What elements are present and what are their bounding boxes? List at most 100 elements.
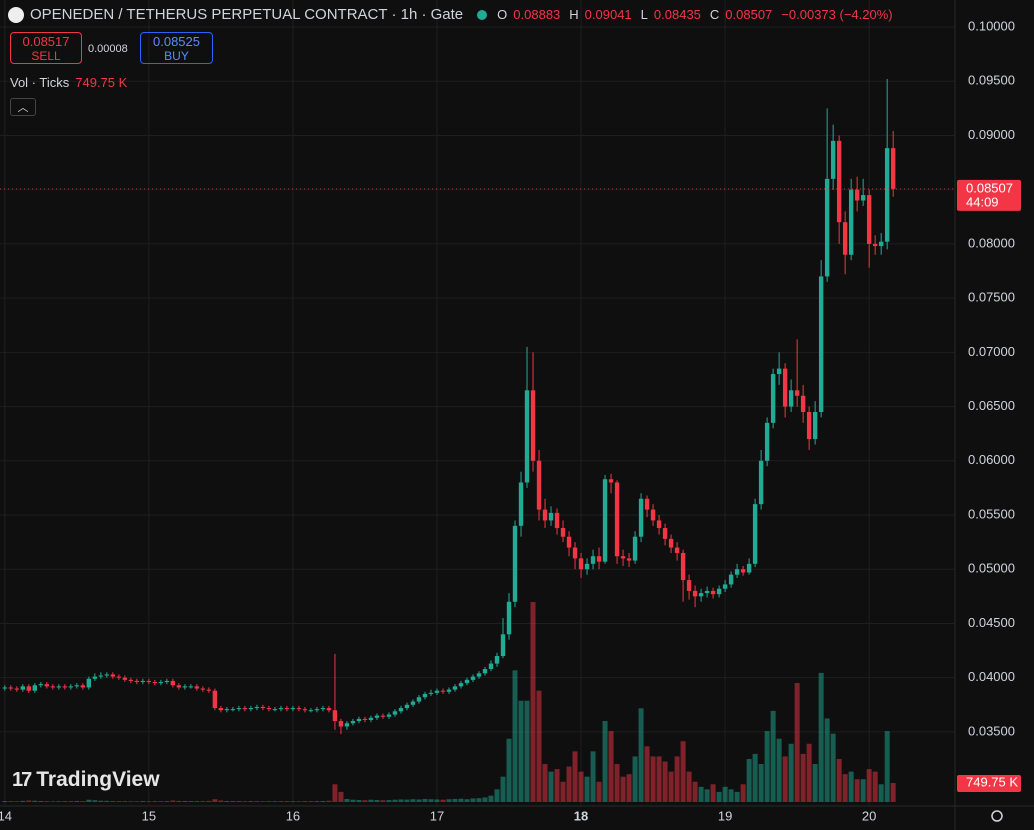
- candle-body: [44, 684, 50, 687]
- x-tick-label: 17: [430, 808, 444, 823]
- watermark-text: TradingView: [36, 768, 160, 791]
- candle-body: [362, 718, 368, 720]
- candle-body: [284, 708, 290, 710]
- volume-bar: [20, 800, 26, 802]
- watermark: 17 TradingView: [12, 768, 160, 792]
- sell-price: 0.08517: [22, 34, 70, 49]
- volume-bar: [128, 801, 134, 802]
- candle-body: [452, 686, 458, 690]
- volume-bar: [650, 756, 656, 802]
- buy-button[interactable]: 0.08525 BUY: [140, 32, 213, 64]
- candle-body: [836, 140, 842, 223]
- candle-body: [752, 504, 758, 564]
- volume-bar: [578, 771, 584, 802]
- volume-bar: [428, 799, 434, 802]
- candle-body: [614, 482, 620, 557]
- candle-body: [122, 677, 128, 680]
- volume-bar: [602, 720, 608, 802]
- candle-body: [680, 552, 686, 581]
- candle-body: [788, 390, 794, 407]
- candle-body: [818, 276, 824, 412]
- volume-bar: [326, 800, 332, 802]
- candle-body: [548, 512, 554, 521]
- candle-body: [266, 708, 272, 710]
- candle-body: [770, 374, 776, 423]
- volume-bar: [890, 783, 896, 802]
- candle-body: [776, 368, 782, 375]
- volume-bar: [104, 800, 110, 802]
- volume-bar: [332, 784, 338, 802]
- candle-body: [404, 704, 410, 709]
- candle-body: [500, 634, 506, 656]
- volume-bar: [194, 800, 200, 802]
- y-tick-label: 0.09500: [968, 73, 1015, 88]
- volume-bar: [536, 690, 542, 802]
- volume-bar: [164, 801, 170, 802]
- volume-bar: [38, 800, 44, 802]
- volume-bar: [848, 771, 854, 802]
- candle-body: [200, 688, 206, 690]
- volume-bar: [464, 799, 470, 802]
- candle-body: [86, 678, 92, 688]
- volume-bar: [350, 799, 356, 802]
- volume-bar: [620, 776, 626, 802]
- volume-bar: [518, 700, 524, 802]
- candle-body: [572, 547, 578, 559]
- candle-body: [710, 590, 716, 595]
- volume-bar: [758, 764, 764, 802]
- spread: 0.00008: [88, 43, 128, 55]
- volume-bar: [386, 800, 392, 802]
- candle-body: [104, 674, 110, 676]
- candle-body: [440, 690, 446, 692]
- volume-bar: [632, 756, 638, 802]
- candle-body: [32, 685, 38, 691]
- candle-body: [38, 684, 44, 686]
- volume-bar: [566, 766, 572, 802]
- candle-body: [758, 460, 764, 505]
- candle-body: [236, 708, 242, 710]
- candle-body: [332, 710, 338, 722]
- volume-bar: [872, 771, 878, 802]
- volume-bar: [752, 753, 758, 802]
- candle-body: [488, 663, 494, 670]
- collapse-button[interactable]: ︿: [10, 98, 36, 116]
- x-tick-label: 16: [286, 808, 300, 823]
- candle-body: [428, 692, 434, 694]
- candle-body: [344, 723, 350, 727]
- volume-bar: [380, 800, 386, 802]
- candle-body: [692, 590, 698, 597]
- y-tick-label: 0.07500: [968, 290, 1015, 305]
- y-tick-label: 0.05000: [968, 561, 1015, 576]
- candle-body: [152, 682, 158, 684]
- candle-body: [194, 686, 200, 689]
- candle-body: [764, 422, 770, 461]
- volume-bar: [812, 764, 818, 802]
- candle-body: [650, 509, 656, 521]
- ohlc-key: L: [640, 7, 648, 22]
- volume-bar: [860, 779, 866, 802]
- volume-bar: [98, 800, 104, 802]
- volume-bar: [374, 799, 380, 802]
- candle-body: [182, 686, 188, 688]
- candle-body: [2, 687, 8, 689]
- candle-body: [716, 588, 722, 595]
- watermark-logo: 17: [12, 768, 32, 791]
- volume-value: 749.75 K: [75, 75, 128, 90]
- volume-bar: [824, 718, 830, 802]
- sell-button[interactable]: 0.08517 SELL: [10, 32, 82, 64]
- candle-body: [422, 693, 428, 698]
- volume-bar: [200, 801, 206, 802]
- buy-label: BUY: [164, 49, 189, 63]
- candle-body: [644, 498, 650, 510]
- candle-body: [140, 680, 146, 683]
- candle-body: [20, 686, 26, 690]
- candle-body: [806, 411, 812, 440]
- volume-bar: [230, 801, 236, 802]
- volume-bar: [272, 801, 278, 802]
- candle-body: [866, 195, 872, 244]
- x-tick-label: 18: [574, 808, 588, 823]
- chart-title[interactable]: OPENEDEN / TETHERUS PERPETUAL CONTRACT ·…: [30, 6, 464, 23]
- candle-body: [674, 547, 680, 553]
- volume-bar: [800, 753, 806, 802]
